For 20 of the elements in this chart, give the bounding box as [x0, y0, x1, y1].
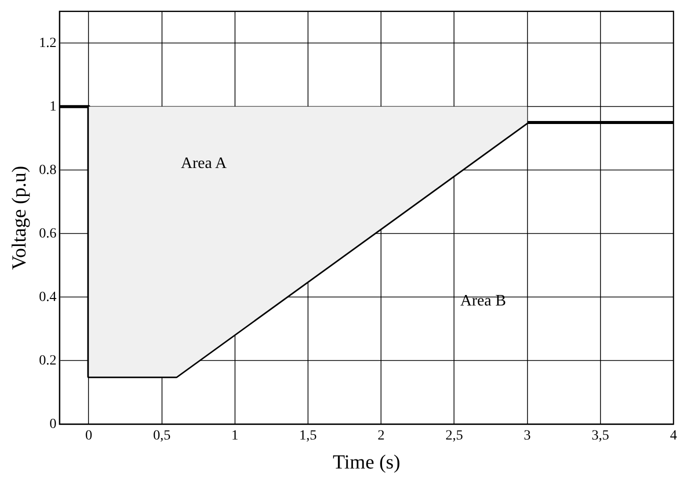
y-tick-label: 0.2: [39, 353, 56, 368]
x-tick-label: 1: [231, 428, 238, 444]
y-tick-label: 0.4: [39, 290, 56, 305]
y-tick-label: 0.8: [39, 162, 56, 178]
annotation: Area B: [460, 292, 506, 310]
annotation: Area A: [180, 154, 228, 172]
y-axis-title: Voltage (p.u): [8, 166, 30, 270]
y-tick-label: 0.6: [39, 226, 56, 242]
x-tick-label: 3: [524, 428, 531, 444]
x-axis-title: Time (s): [332, 451, 400, 474]
x-tick-label: 3,5: [592, 428, 610, 444]
y-tick-label: 0: [50, 416, 56, 432]
x-tick-label: 4: [670, 428, 677, 444]
x-tick-label: 1,5: [299, 428, 317, 444]
y-tick-label: 1: [50, 99, 56, 114]
x-tick-label: 2: [378, 428, 385, 444]
x-tick-label: 2,5: [445, 428, 463, 444]
x-tick-label: 0,5: [153, 428, 171, 444]
y-tick-label: 1.2: [39, 36, 56, 51]
x-tick-label: 0: [85, 428, 92, 444]
